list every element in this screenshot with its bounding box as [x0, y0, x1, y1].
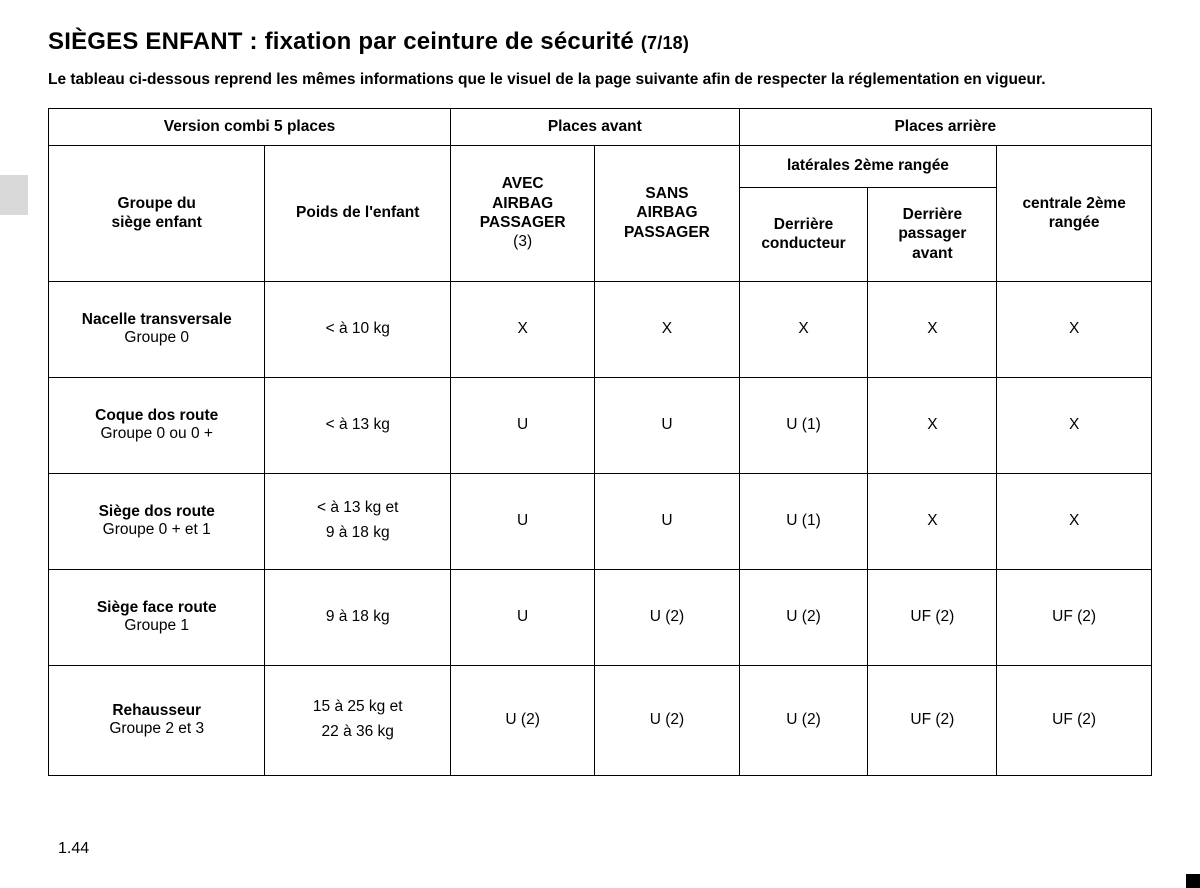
- cell-value: X: [595, 281, 739, 377]
- header-weight: Poids de l'enfant: [265, 145, 451, 281]
- row-group: Groupe 0: [55, 329, 258, 347]
- cell-value: U: [451, 569, 595, 665]
- header-avec-text: AVECAIRBAGPASSAGER: [480, 175, 566, 231]
- row-name: Siège face route: [55, 599, 258, 617]
- header-front: Places avant: [451, 109, 740, 145]
- cell-value: U (1): [739, 377, 868, 473]
- row-name: Siège dos route: [55, 503, 258, 521]
- title-page-indicator: (7/18): [641, 33, 689, 53]
- header-group: Groupe dusiège enfant: [49, 145, 265, 281]
- header-cent-text: centrale 2èmerangée: [1022, 195, 1125, 231]
- page-title: SIÈGES ENFANT : fixation par ceinture de…: [48, 28, 1152, 56]
- header-sans: SANSAIRBAGPASSAGER: [595, 145, 739, 281]
- cell-value: UF (2): [868, 665, 997, 775]
- row-name: Nacelle transversale: [55, 311, 258, 329]
- row-name: Rehausseur: [55, 702, 258, 720]
- row-weight: < à 13 kg: [265, 377, 451, 473]
- cell-value: X: [868, 377, 997, 473]
- cell-value: X: [739, 281, 868, 377]
- cell-value: X: [868, 473, 997, 569]
- row-name: Coque dos route: [55, 407, 258, 425]
- cell-value: U (2): [595, 665, 739, 775]
- child-seat-table: Version combi 5 places Places avant Plac…: [48, 108, 1152, 775]
- header-version: Version combi 5 places: [49, 109, 451, 145]
- cell-value: U (2): [595, 569, 739, 665]
- header-dp-text: Derrièrepassageravant: [898, 206, 966, 262]
- cell-value: X: [997, 281, 1152, 377]
- row-label: Siège face routeGroupe 1: [49, 569, 265, 665]
- table-body: Nacelle transversaleGroupe 0< à 10 kgXXX…: [49, 281, 1152, 775]
- row-label: RehausseurGroupe 2 et 3: [49, 665, 265, 775]
- row-label: Siège dos routeGroupe 0 + et 1: [49, 473, 265, 569]
- side-tab: [0, 175, 28, 215]
- header-dc-text: Derrièreconducteur: [761, 216, 845, 252]
- cell-value: U: [451, 473, 595, 569]
- cell-value: U: [595, 377, 739, 473]
- cell-value: UF (2): [997, 665, 1152, 775]
- row-group: Groupe 1: [55, 617, 258, 635]
- intro-text: Le tableau ci-dessous reprend les mêmes …: [48, 70, 1152, 90]
- cell-value: UF (2): [868, 569, 997, 665]
- cell-value: UF (2): [997, 569, 1152, 665]
- header-cent: centrale 2èmerangée: [997, 145, 1152, 281]
- row-group: Groupe 2 et 3: [55, 720, 258, 738]
- header-dc: Derrièreconducteur: [739, 187, 868, 281]
- row-weight: 15 à 25 kg et22 à 36 kg: [265, 665, 451, 775]
- table-row: RehausseurGroupe 2 et 315 à 25 kg et22 à…: [49, 665, 1152, 775]
- cell-value: X: [451, 281, 595, 377]
- row-weight: < à 10 kg: [265, 281, 451, 377]
- row-group: Groupe 0 ou 0 +: [55, 425, 258, 443]
- table-row: Nacelle transversaleGroupe 0< à 10 kgXXX…: [49, 281, 1152, 377]
- row-weight: < à 13 kg et9 à 18 kg: [265, 473, 451, 569]
- row-label: Coque dos routeGroupe 0 ou 0 +: [49, 377, 265, 473]
- header-avec-note: (3): [513, 233, 532, 250]
- table-row: Coque dos routeGroupe 0 ou 0 +< à 13 kgU…: [49, 377, 1152, 473]
- header-lat: latérales 2ème rangée: [739, 145, 997, 187]
- cell-value: U (2): [739, 569, 868, 665]
- cell-value: X: [868, 281, 997, 377]
- row-group: Groupe 0 + et 1: [55, 521, 258, 539]
- page-number: 1.44: [58, 840, 89, 858]
- header-dp: Derrièrepassageravant: [868, 187, 997, 281]
- table-row: Siège face routeGroupe 19 à 18 kgUU (2)U…: [49, 569, 1152, 665]
- corner-mark: [1186, 874, 1200, 888]
- header-avec: AVECAIRBAGPASSAGER (3): [451, 145, 595, 281]
- cell-value: U (2): [739, 665, 868, 775]
- header-sans-text: SANSAIRBAGPASSAGER: [624, 185, 710, 241]
- row-weight: 9 à 18 kg: [265, 569, 451, 665]
- page-content: SIÈGES ENFANT : fixation par ceinture de…: [0, 0, 1200, 776]
- table-header: Version combi 5 places Places avant Plac…: [49, 109, 1152, 281]
- title-main: SIÈGES ENFANT :: [48, 28, 258, 55]
- cell-value: U: [595, 473, 739, 569]
- header-group-text: Groupe dusiège enfant: [112, 195, 202, 231]
- cell-value: U (1): [739, 473, 868, 569]
- title-sub: fixation par ceinture de sécurité: [265, 28, 634, 55]
- cell-value: U: [451, 377, 595, 473]
- row-label: Nacelle transversaleGroupe 0: [49, 281, 265, 377]
- cell-value: X: [997, 377, 1152, 473]
- cell-value: U (2): [451, 665, 595, 775]
- header-rear: Places arrière: [739, 109, 1151, 145]
- cell-value: X: [997, 473, 1152, 569]
- table-row: Siège dos routeGroupe 0 + et 1< à 13 kg …: [49, 473, 1152, 569]
